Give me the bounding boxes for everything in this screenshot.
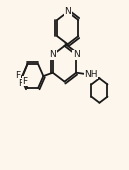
Text: N: N bbox=[73, 50, 80, 59]
Text: N: N bbox=[49, 50, 56, 59]
Text: NH: NH bbox=[84, 70, 98, 79]
Text: F: F bbox=[18, 79, 23, 88]
Text: F: F bbox=[15, 71, 20, 80]
Text: N: N bbox=[64, 7, 71, 16]
Text: F: F bbox=[23, 76, 28, 86]
